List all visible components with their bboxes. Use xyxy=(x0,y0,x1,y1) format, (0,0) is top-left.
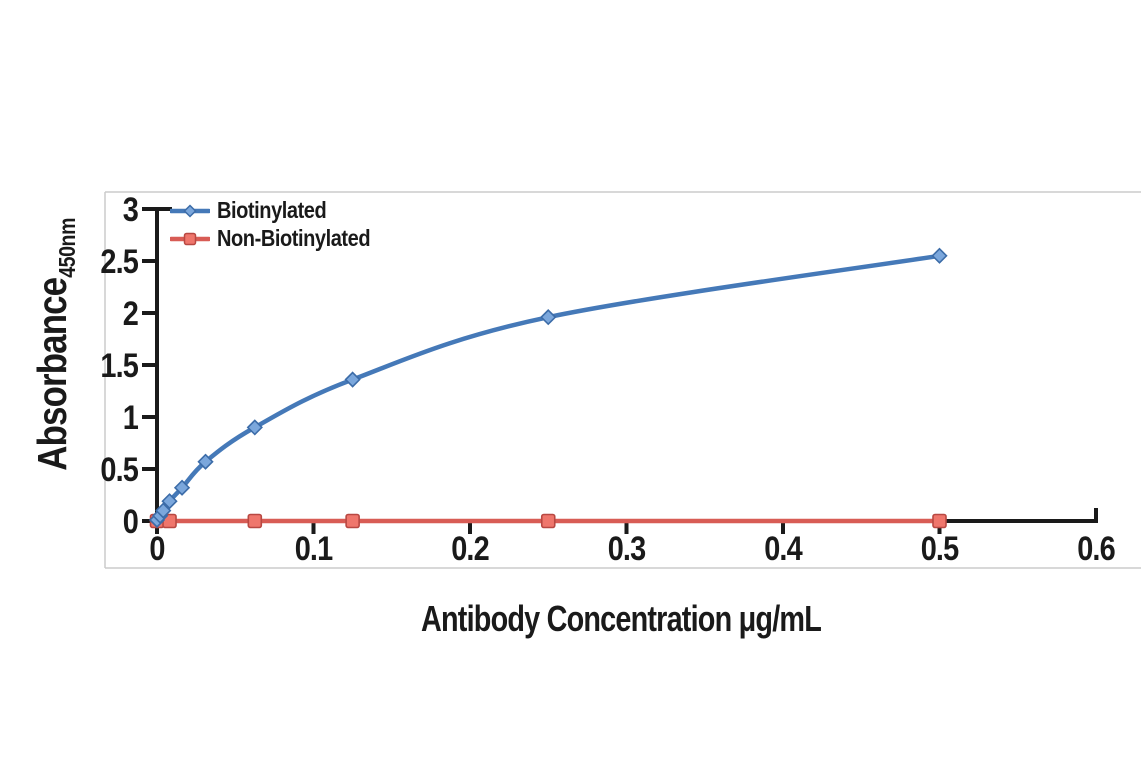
y-tick-label: 0.5 xyxy=(100,450,138,489)
series-biotinylated-marker xyxy=(173,479,191,496)
x-tick-label: 0.3 xyxy=(608,529,646,568)
x-tick-label: 0.4 xyxy=(764,529,803,568)
series-biotinylated-marker xyxy=(931,247,948,264)
series-non-biotinylated-marker xyxy=(247,513,263,529)
y-axis-title-main: Absorbance xyxy=(28,277,75,471)
series-biotinylated-marker xyxy=(540,309,557,326)
legend-label-biotinylated: Biotinylated xyxy=(217,197,327,223)
series-biotinylated-marker xyxy=(344,371,361,388)
series-biotinylated-marker xyxy=(161,493,178,510)
x-tick-label: 0.1 xyxy=(295,529,333,568)
y-tick-label: 3 xyxy=(123,190,139,229)
y-axis-title: Absorbance450nm xyxy=(26,179,80,509)
x-tick-label: 0 xyxy=(149,529,165,568)
biotinylated-series-marker-icon xyxy=(170,203,210,218)
plot-frame xyxy=(104,191,1141,569)
non-biotinylated-series-marker-icon xyxy=(170,232,210,245)
legend-marker-1 xyxy=(183,232,197,245)
y-tick-label: 1.5 xyxy=(100,346,138,385)
chart-legend: Biotinylated Non-Biotinylated xyxy=(170,197,393,252)
y-axis-title-subscript: 450nm xyxy=(53,217,80,278)
y-tick-label: 2 xyxy=(123,294,139,333)
x-axis-title-text: Antibody Concentration μg/mL xyxy=(421,598,822,639)
y-axis-title-text: Absorbance450nm xyxy=(28,218,80,471)
x-axis-title: Antibody Concentration μg/mL xyxy=(105,598,1137,640)
legend-item-non-biotinylated: Non-Biotinylated xyxy=(170,225,393,252)
y-tick-label: 0 xyxy=(123,502,139,541)
series-non-biotinylated-marker xyxy=(540,513,556,529)
legend-marker-0 xyxy=(183,203,197,218)
x-tick-label: 0.5 xyxy=(921,529,959,568)
series-biotinylated-marker xyxy=(197,453,214,470)
series-non-biotinylated-marker xyxy=(932,513,947,529)
y-axis xyxy=(155,207,172,523)
series-line-biotinylated xyxy=(154,253,942,523)
y-tick-label: 1 xyxy=(123,398,139,437)
legend-item-biotinylated: Biotinylated xyxy=(170,197,393,224)
x-tick-label: 0.6 xyxy=(1077,529,1115,568)
legend-label-non-biotinylated: Non-Biotinylated xyxy=(217,225,371,251)
x-tick-label: 0.2 xyxy=(451,529,489,568)
series-non-biotinylated-marker xyxy=(345,513,360,529)
y-tick-label: 2.5 xyxy=(100,242,138,281)
series-biotinylated-marker xyxy=(155,502,172,519)
series-biotinylated-marker xyxy=(246,419,263,436)
